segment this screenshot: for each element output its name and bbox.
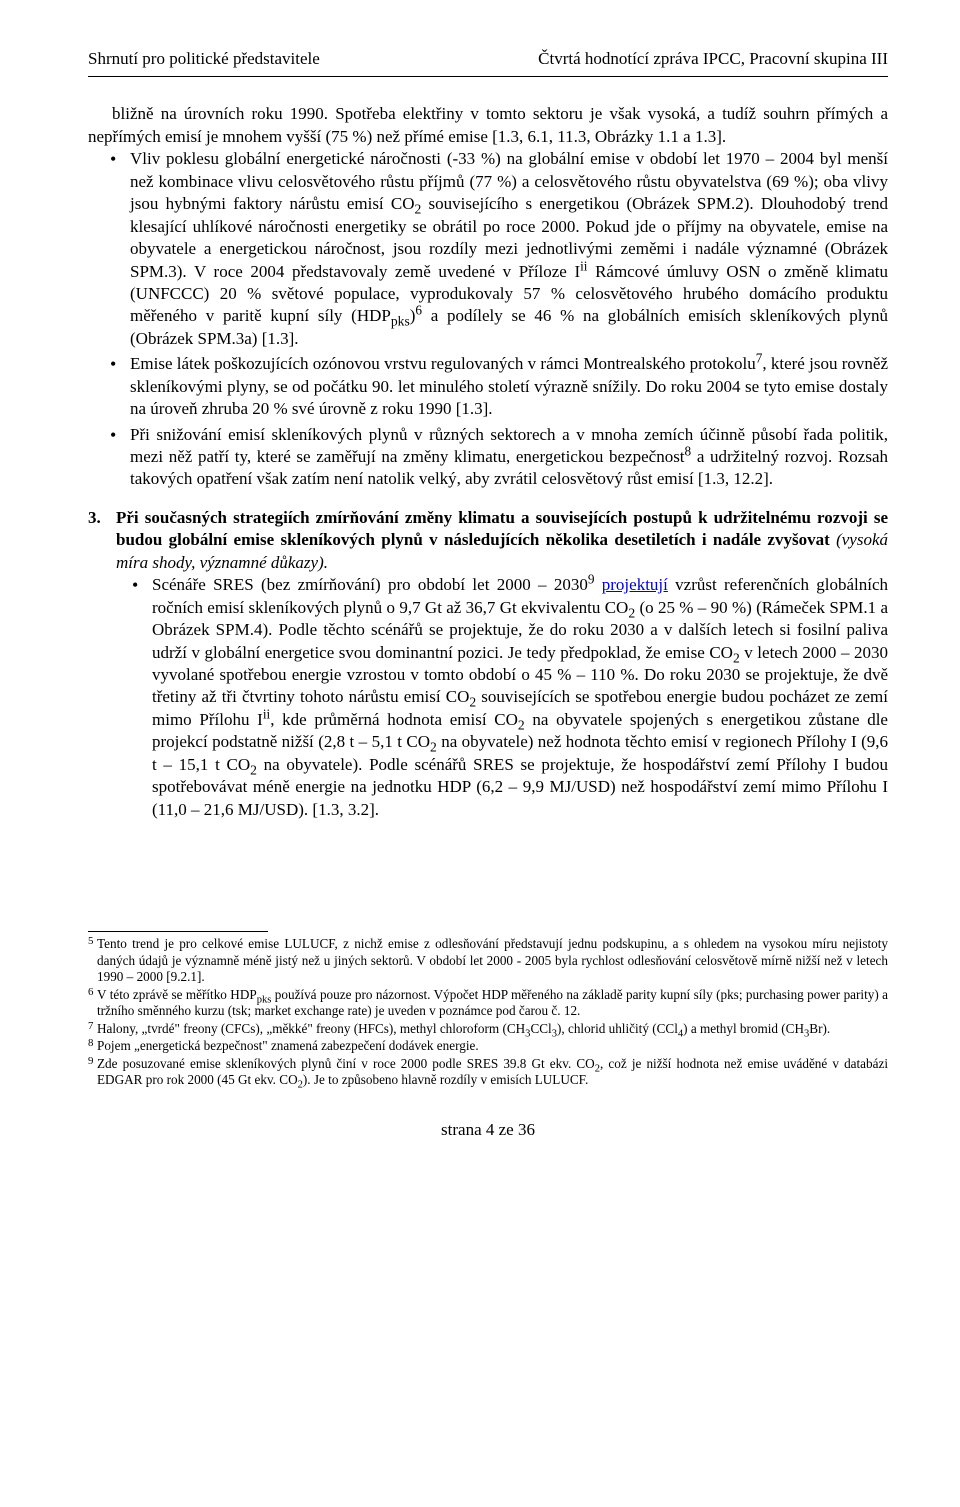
footnote-number: 6 — [88, 986, 93, 1000]
footnote-number: 9 — [88, 1055, 93, 1069]
ccl: CCl — [530, 1021, 551, 1036]
footnote-text: Tento trend je pro celkové emise LULUCF,… — [97, 936, 888, 984]
footnote-text: ), chlorid uhličitý (CCl — [557, 1021, 678, 1036]
footnote-number: 5 — [88, 935, 93, 949]
footnote-text: ). — [822, 1021, 830, 1036]
footnote-6: 6 V této zprávě se měřítko HDPpks použív… — [88, 987, 888, 1020]
footnote-number: 8 — [88, 1037, 93, 1051]
text: Emise látek poškozujících ozónovou vrstv… — [130, 354, 756, 373]
header-left: Shrnutí pro politické představitele — [88, 48, 320, 70]
section-3-heading: 3. Při současných strategiích zmírňování… — [88, 507, 888, 574]
text: na obyvatele). Podle scénářů SRES se pro… — [152, 755, 888, 819]
header-rule — [88, 76, 888, 77]
footnotes: 5 Tento trend je pro celkové emise LULUC… — [88, 936, 888, 1089]
footnote-text: ). Je to způsobeno hlavně rozdíly v emis… — [303, 1072, 588, 1087]
num: 3. — [88, 508, 101, 527]
bullet-s3-1: Scénáře SRES (bez zmírňování) pro období… — [110, 574, 888, 821]
footnote-number: 7 — [88, 1020, 93, 1034]
intro-paragraph: bližně na úrovních roku 1990. Spotřeba e… — [88, 103, 888, 148]
section-3: 3. Při současných strategiích zmírňování… — [88, 507, 888, 821]
footnote-7: 7 Halony, „tvrdé" freony (CFCs), „měkké"… — [88, 1021, 888, 1038]
bullet-list-1: Vliv poklesu globální energetické náročn… — [88, 148, 888, 491]
text — [594, 575, 601, 594]
footnote-text: Zde posuzované emise skleníkových plynů … — [97, 1056, 595, 1071]
section-3-number: 3. — [88, 507, 108, 574]
bullet-3: Při snižování emisí skleníkových plynů v… — [88, 424, 888, 491]
bullet-1: Vliv poklesu globální energetické náročn… — [88, 148, 888, 350]
bullet-2: Emise látek poškozujících ozónovou vrstv… — [88, 353, 888, 420]
bullet-list-2: Scénáře SRES (bez zmírňování) pro období… — [110, 574, 888, 821]
bold-text: Při současných strategiích zmírňování zm… — [116, 508, 888, 549]
footnote-text: Halony, „tvrdé" freony (CFCs), „měkké" f… — [97, 1021, 525, 1036]
footnote-5: 5 Tento trend je pro celkové emise LULUC… — [88, 936, 888, 986]
text: , kde průměrná hodnota emisí CO — [270, 710, 518, 729]
page-header: Shrnutí pro politické představitele Čtvr… — [88, 48, 888, 70]
sub-2: 2 — [733, 650, 740, 665]
footnote-text: Pojem „energetická bezpečnost" znamená z… — [97, 1038, 479, 1053]
sub-2: 2 — [518, 717, 525, 732]
link-projektuji[interactable]: projektují — [602, 575, 668, 594]
sub-2: 2 — [430, 740, 437, 755]
footnotes-separator — [88, 931, 268, 932]
text: Scénáře SRES (bez zmírňování) pro období… — [152, 575, 588, 594]
footnote-text: ) a methyl bromid (CH — [683, 1021, 804, 1036]
page-footer: strana 4 ze 36 — [88, 1119, 888, 1141]
header-right: Čtvrtá hodnotící zpráva IPCC, Pracovní s… — [538, 48, 888, 70]
footnote-text: V této zprávě se měřítko HDP — [97, 987, 257, 1002]
sub-pks: pks — [391, 314, 410, 329]
sub-2: 2 — [250, 762, 257, 777]
section-3-title: Při současných strategiích zmírňování zm… — [116, 507, 888, 574]
footnote-8: 8 Pojem „energetická bezpečnost" znamená… — [88, 1038, 888, 1055]
body-text: bližně na úrovních roku 1990. Spotřeba e… — [88, 103, 888, 821]
footnote-9: 9 Zde posuzované emise skleníkových plyn… — [88, 1056, 888, 1089]
br: Br — [809, 1021, 822, 1036]
